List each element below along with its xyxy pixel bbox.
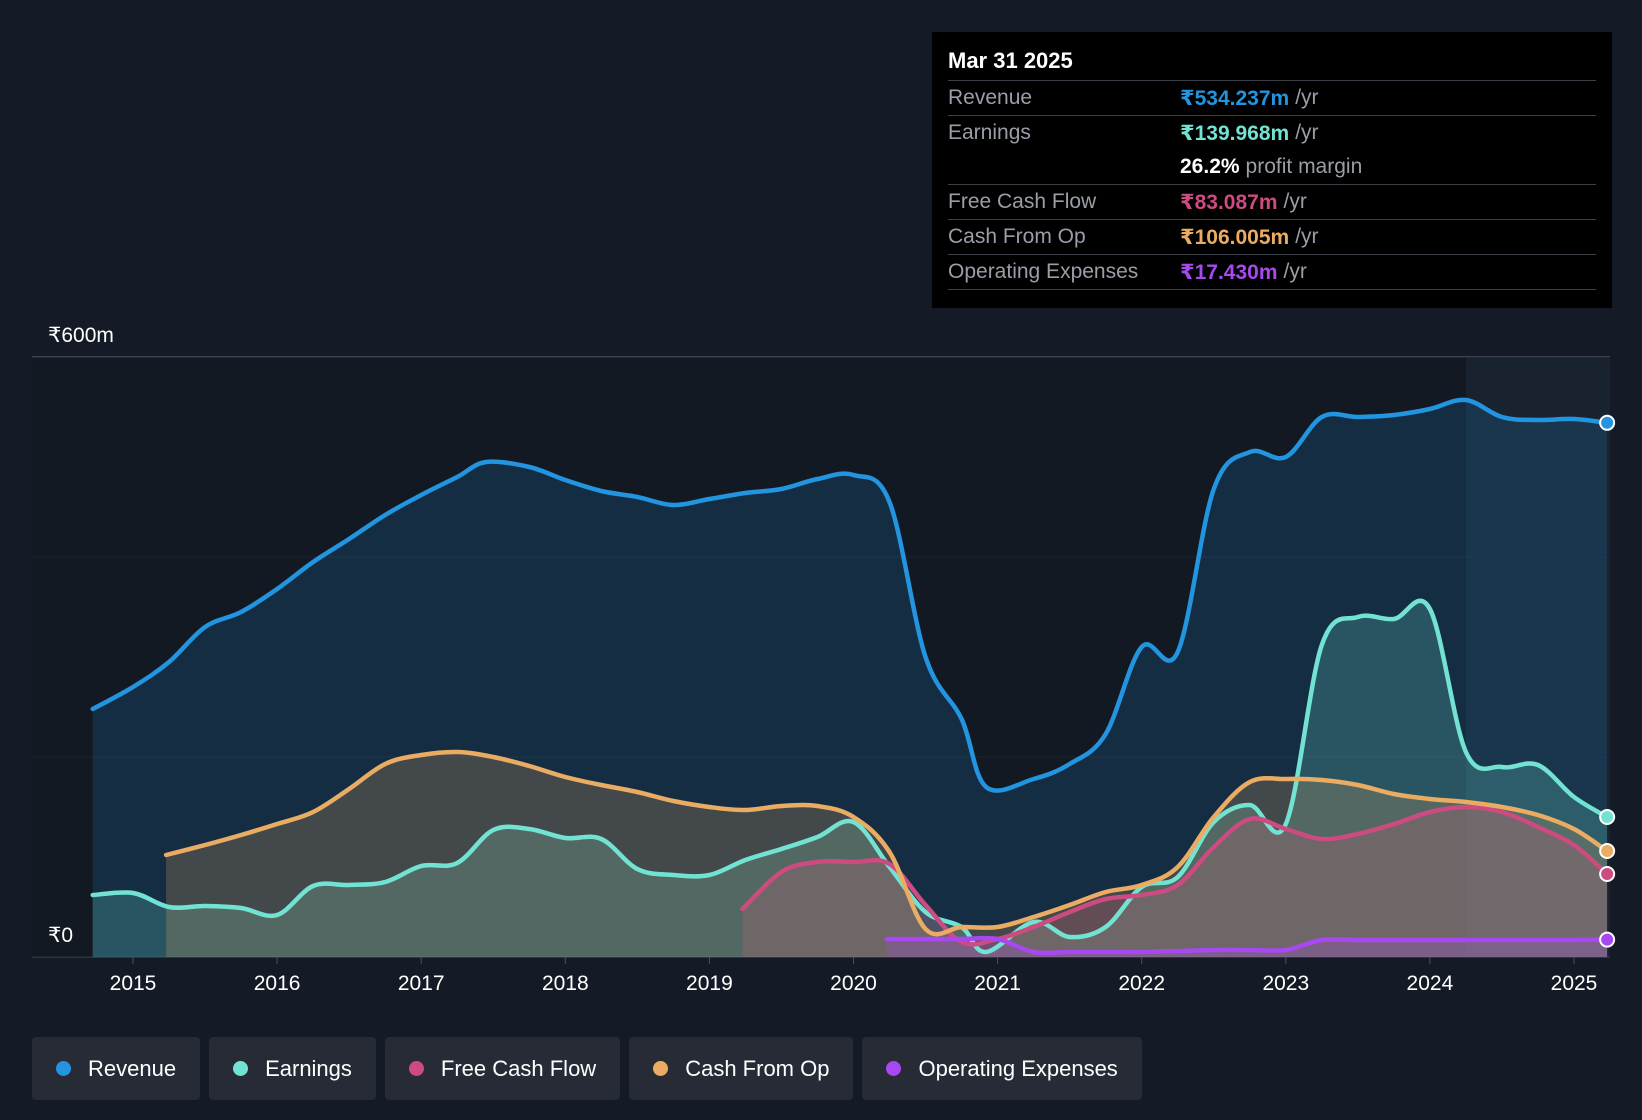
tooltip-value: ₹534.237m — [1180, 86, 1290, 110]
tooltip-row-operating-expenses: Operating Expenses ₹17.430m /yr — [948, 255, 1596, 290]
tooltip-label: Free Cash Flow — [948, 190, 1097, 213]
tooltip-unit: /yr — [1283, 260, 1307, 283]
x-tick-label: 2024 — [1407, 972, 1454, 995]
tooltip-value: ₹139.968m — [1180, 121, 1290, 145]
tooltip-row-profit-margin: 26.2% profit margin — [948, 150, 1596, 185]
x-axis-labels: 2015 2016 2017 2018 2019 2020 2021 2022 2023 2024… — [110, 957, 1598, 995]
x-tick-label: 2023 — [1262, 972, 1309, 995]
y-tick-label: ₹600m — [48, 324, 114, 347]
legend-item-cash-from-op[interactable]: Cash From Op — [629, 1037, 854, 1100]
line-free-cash-flow — [740, 804, 1610, 947]
x-tick-label: 2016 — [254, 972, 301, 995]
tooltip-unit: /yr — [1295, 225, 1319, 248]
tooltip-row-free-cash-flow: Free Cash Flow ₹83.087m /yr — [948, 185, 1596, 220]
tooltip-value: ₹83.087m — [1180, 190, 1278, 214]
x-tick-label: 2017 — [398, 972, 445, 995]
area-free-cash-flow — [742, 807, 1608, 957]
legend-label: Earnings — [265, 1055, 352, 1081]
tooltip-row-cash-from-op: Cash From Op ₹106.005m /yr — [948, 220, 1596, 255]
legend-item-operating-expenses[interactable]: Operating Expenses — [862, 1037, 1142, 1100]
end-marker-earnings — [1599, 809, 1616, 825]
tooltip-unit: profit margin — [1245, 155, 1363, 178]
legend-dot-icon — [886, 1061, 902, 1076]
end-marker-cash-from-op — [1599, 843, 1616, 859]
end-marker-free-cash-flow — [1599, 866, 1616, 882]
y-tick-label: ₹0 — [48, 924, 73, 947]
legend-dot-icon — [408, 1061, 424, 1076]
tooltip-value: ₹106.005m — [1180, 225, 1290, 249]
area-revenue — [92, 399, 1608, 957]
tooltip-value: 26.2% — [1180, 155, 1240, 178]
x-tick-label: 2019 — [686, 972, 733, 995]
tooltip-label: Earnings — [948, 121, 1031, 144]
line-revenue — [90, 397, 1610, 793]
line-operating-expenses — [884, 935, 1610, 956]
tooltip-row-earnings: Earnings ₹139.968m /yr — [948, 116, 1596, 150]
legend-dot-icon — [56, 1061, 71, 1076]
legend-label: Revenue — [88, 1055, 177, 1081]
tooltip-unit: /yr — [1283, 190, 1307, 213]
series-end-markers — [1599, 414, 1616, 948]
tooltip-value: ₹17.430m — [1180, 260, 1278, 284]
area-earnings — [92, 600, 1608, 957]
data-tooltip: Mar 31 2025 Revenue ₹534.237m /yr Earnin… — [932, 32, 1612, 308]
legend-label: Cash From Op — [685, 1055, 830, 1081]
legend-item-free-cash-flow[interactable]: Free Cash Flow — [384, 1037, 621, 1100]
tooltip-label: Operating Expenses — [948, 260, 1139, 283]
x-tick-label: 2015 — [110, 972, 157, 995]
legend-label: Free Cash Flow — [440, 1055, 597, 1081]
tooltip-unit: /yr — [1295, 86, 1319, 109]
tooltip-label: Revenue — [948, 86, 1033, 109]
x-tick-label: 2020 — [830, 972, 877, 995]
x-tick-label: 2022 — [1118, 972, 1165, 995]
x-tick-label: 2021 — [974, 972, 1021, 995]
legend-label: Operating Expenses — [918, 1055, 1118, 1081]
legend-item-revenue[interactable]: Revenue — [32, 1037, 201, 1100]
legend-dot-icon — [233, 1061, 249, 1076]
legend-dot-icon — [653, 1061, 669, 1076]
line-cash-from-op — [163, 749, 1610, 937]
tooltip-date: Mar 31 2025 — [948, 46, 1596, 81]
tooltip-label: Cash From Op — [948, 225, 1086, 248]
x-tick-label: 2018 — [542, 972, 589, 995]
grid-lines — [32, 356, 1610, 958]
end-marker-operating-expenses — [1599, 931, 1616, 948]
plot-background — [32, 357, 1610, 957]
legend-item-earnings[interactable]: Earnings — [209, 1037, 376, 1100]
tooltip-row-revenue: Revenue ₹534.237m /yr — [948, 81, 1596, 116]
series-lines — [90, 397, 1610, 956]
y-axis-labels: ₹600m ₹0 — [48, 324, 114, 947]
chart-legend: Revenue Earnings Free Cash Flow Cash Fro… — [32, 1037, 1142, 1100]
tooltip-unit: /yr — [1295, 121, 1319, 144]
x-tick-label: 2025 — [1551, 972, 1598, 995]
end-marker-revenue — [1599, 414, 1616, 431]
